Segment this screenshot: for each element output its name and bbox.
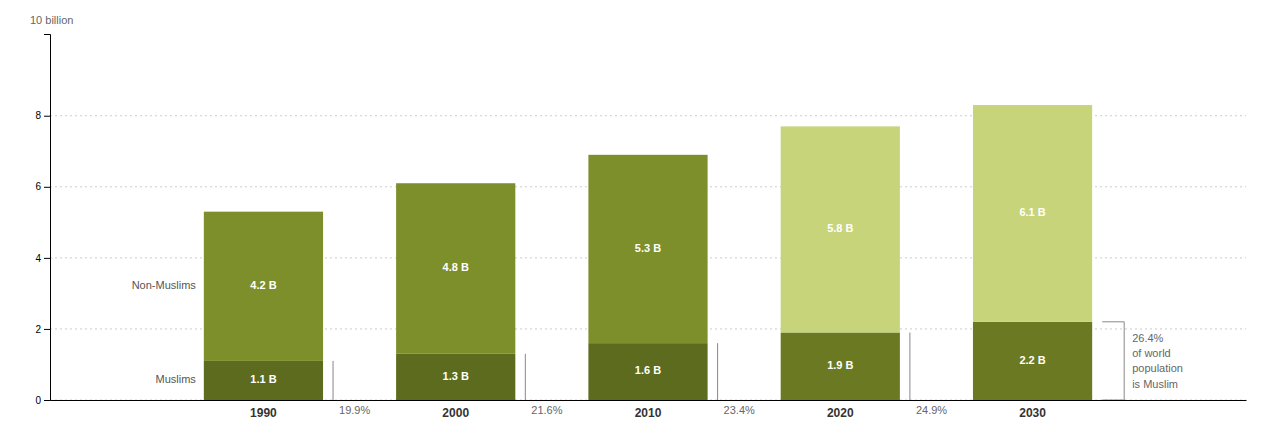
x-axis: 1990 2000 2010 2020 2030 bbox=[51, 400, 1247, 420]
annotation-line: 26.4% bbox=[1132, 332, 1163, 344]
x-tick-label: 2010 bbox=[635, 406, 662, 420]
data-label: 4.2 B bbox=[250, 279, 276, 291]
share-marker bbox=[909, 332, 910, 400]
bar bbox=[781, 332, 900, 400]
y-tick-label: 8 bbox=[35, 110, 41, 121]
y-axis-line bbox=[44, 35, 51, 401]
data-label: 1.3 B bbox=[443, 370, 469, 382]
y-tick-mark bbox=[44, 258, 50, 259]
data-label: 1.9 B bbox=[827, 359, 853, 371]
y-tick-label: 0 bbox=[35, 395, 41, 406]
bar bbox=[781, 126, 900, 332]
data-label: 2.2 B bbox=[1019, 354, 1045, 366]
x-tick-label: 1990 bbox=[250, 406, 277, 420]
y-tick: 2 bbox=[35, 324, 50, 335]
bar bbox=[396, 183, 515, 354]
share-marker bbox=[525, 354, 526, 400]
bar bbox=[973, 105, 1092, 322]
y-tick-label: 4 bbox=[35, 253, 41, 264]
chart-container: 0 2 4 6 8 1990 2000 2010 2020 2030 10 billion 1.1 B… bbox=[0, 0, 1286, 444]
bar bbox=[588, 343, 707, 400]
series-label: Non-Muslims bbox=[132, 279, 197, 291]
y-tick-label: 6 bbox=[35, 181, 41, 192]
data-label: 4.8 B bbox=[443, 261, 469, 273]
data-label: 1.1 B bbox=[250, 373, 276, 385]
data-label: 6.1 B bbox=[1019, 206, 1045, 218]
annotation: 19.9% bbox=[339, 404, 370, 416]
annotation: 26.4% of world population is Muslim bbox=[1132, 332, 1183, 390]
bar bbox=[204, 212, 323, 361]
x-tick: 2030 bbox=[1019, 400, 1046, 420]
chart: 0 2 4 6 8 1990 2000 2010 2020 2030 10 billion 1.1 B… bbox=[0, 0, 1286, 444]
series-label: Muslims bbox=[155, 373, 196, 385]
bar bbox=[588, 155, 707, 343]
marks bbox=[204, 105, 1124, 400]
annotation: 24.9% bbox=[916, 404, 947, 416]
y-axis-label: 10 billion bbox=[30, 14, 73, 26]
bar bbox=[973, 322, 1092, 400]
data-label: 1.6 B bbox=[635, 364, 661, 376]
share-marker bbox=[333, 361, 334, 400]
y-tick: 0 bbox=[35, 395, 50, 406]
x-tick-label: 2030 bbox=[1019, 406, 1046, 420]
x-tick-label: 2000 bbox=[442, 406, 469, 420]
y-tick: 8 bbox=[35, 110, 50, 121]
data-label: 5.3 B bbox=[635, 242, 661, 254]
x-tick: 2000 bbox=[442, 400, 469, 420]
x-axis-line bbox=[51, 400, 1247, 401]
y-axis: 0 2 4 6 8 bbox=[35, 35, 50, 406]
annotation: 23.4% bbox=[724, 404, 755, 416]
share-bracket bbox=[1102, 322, 1124, 400]
bar bbox=[204, 361, 323, 400]
x-tick-label: 2020 bbox=[827, 406, 854, 420]
y-tick: 4 bbox=[35, 253, 50, 264]
x-tick: 1990 bbox=[250, 400, 277, 420]
share-marker bbox=[717, 343, 718, 400]
annotation-line: population bbox=[1132, 362, 1183, 374]
bar bbox=[396, 354, 515, 400]
x-tick: 2020 bbox=[827, 400, 854, 420]
y-tick-mark bbox=[44, 329, 50, 330]
y-tick-mark bbox=[44, 116, 50, 117]
texts: 1.1 B 1.3 B 1.6 B 1.9 B 2.2 B Muslims 4.2 B 4.8… bbox=[132, 206, 1183, 416]
y-tick-label: 2 bbox=[35, 324, 41, 335]
annotation-line: is Muslim bbox=[1132, 378, 1178, 390]
y-tick-mark bbox=[44, 187, 50, 188]
data-label: 5.8 B bbox=[827, 222, 853, 234]
annotation-line: of world bbox=[1132, 347, 1171, 359]
y-tick: 6 bbox=[35, 181, 50, 192]
x-tick: 2010 bbox=[635, 400, 662, 420]
annotation: 21.6% bbox=[531, 404, 562, 416]
y-tick-mark bbox=[44, 400, 50, 401]
